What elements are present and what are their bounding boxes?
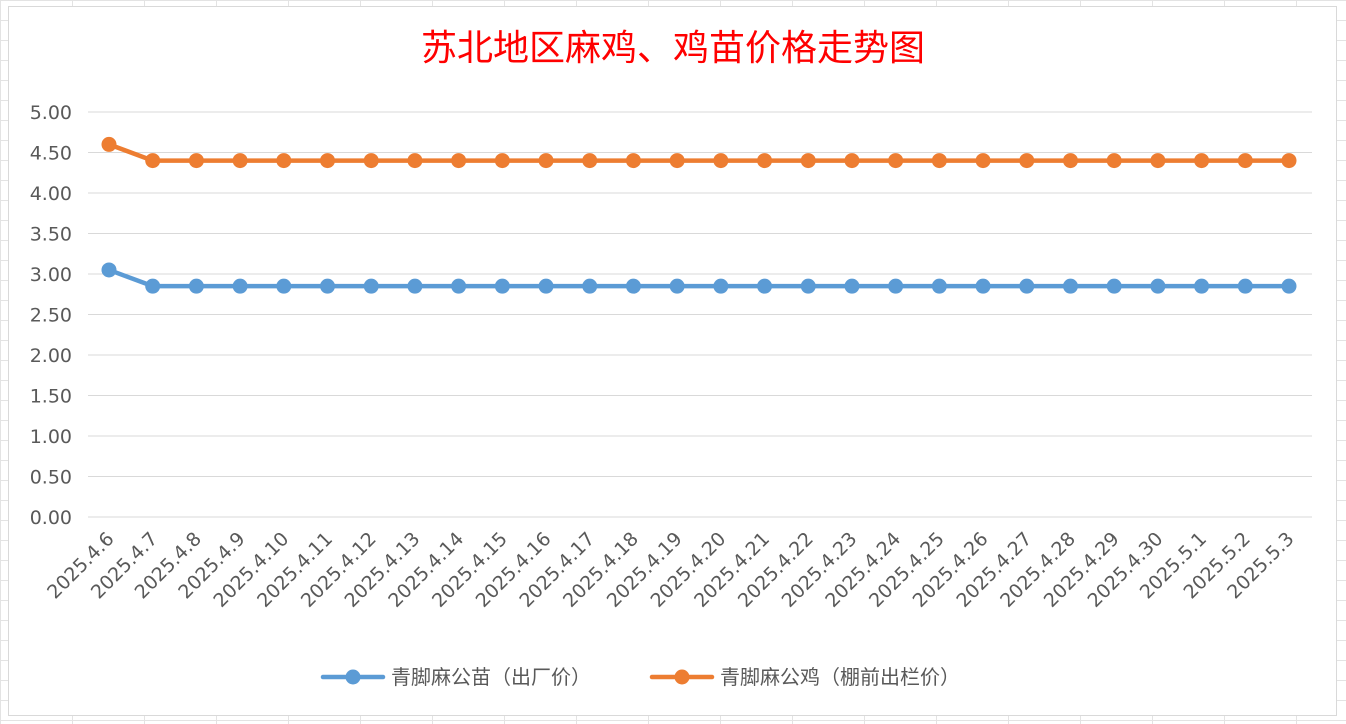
y-tick-label: 3.50: [30, 224, 72, 246]
y-tick-label: 1.50: [30, 386, 72, 408]
data-point: [800, 278, 816, 294]
data-point: [975, 278, 991, 294]
data-point: [1237, 153, 1253, 169]
x-axis: 2025.4.62025.4.72025.4.82025.4.92025.4.1…: [43, 528, 1298, 612]
y-tick-label: 0.00: [30, 507, 72, 529]
data-point: [713, 278, 729, 294]
data-point: [844, 153, 860, 169]
gridlines: [88, 111, 1312, 518]
series-1: [101, 136, 1297, 169]
data-point: [276, 153, 292, 169]
data-point: [888, 153, 904, 169]
legend-item[interactable]: 青脚麻公苗（出厂价）: [320, 665, 591, 689]
data-point: [145, 278, 161, 294]
data-point: [451, 278, 467, 294]
data-point: [669, 278, 685, 294]
data-point: [320, 153, 336, 169]
data-point: [320, 278, 336, 294]
data-point: [538, 153, 554, 169]
series-line: [106, 267, 1292, 289]
data-point: [188, 153, 204, 169]
data-point: [451, 153, 467, 169]
data-point: [363, 153, 379, 169]
data-point: [625, 153, 641, 169]
data-point: [931, 278, 947, 294]
data-point: [1062, 153, 1078, 169]
data-point: [145, 153, 161, 169]
data-point: [1281, 153, 1297, 169]
data-point: [276, 278, 292, 294]
data-point: [931, 153, 947, 169]
legend-label: 青脚麻公鸡（棚前出栏价）: [720, 665, 960, 689]
series-layer: [101, 136, 1297, 294]
data-point: [669, 153, 685, 169]
series-line: [106, 142, 1292, 163]
data-point: [800, 153, 816, 169]
data-point: [625, 278, 641, 294]
data-point: [888, 278, 904, 294]
data-point: [232, 153, 248, 169]
chart-title: 苏北地区麻鸡、鸡苗价格走势图: [421, 28, 925, 69]
y-axis: 0.00 0.50 1.00 1.50 2.00 2.50 3.00 3.50 4.00 4.50…: [30, 102, 72, 529]
legend: 青脚麻公苗（出厂价） 青脚麻公鸡（棚前出栏价）: [320, 665, 960, 689]
data-point: [101, 262, 117, 278]
legend-label: 青脚麻公苗（出厂价）: [391, 665, 591, 689]
data-point: [582, 278, 598, 294]
y-tick-label: 2.00: [30, 345, 72, 367]
data-point: [1019, 278, 1035, 294]
legend-item[interactable]: 青脚麻公鸡（棚前出栏价）: [649, 665, 960, 689]
data-point: [1150, 278, 1166, 294]
data-point: [1281, 278, 1297, 294]
data-point: [1106, 153, 1122, 169]
data-point: [494, 278, 510, 294]
data-point: [538, 278, 554, 294]
data-point: [101, 136, 117, 152]
data-point: [407, 278, 423, 294]
legend-dot-marker: [674, 669, 690, 685]
y-tick-label: 0.50: [30, 467, 72, 489]
data-point: [757, 278, 773, 294]
chart-frame[interactable]: [8, 6, 1337, 716]
data-point: [1019, 153, 1035, 169]
data-point: [407, 153, 423, 169]
data-point: [494, 153, 510, 169]
y-tick-label: 4.00: [30, 183, 72, 205]
data-point: [975, 153, 991, 169]
y-tick-label: 4.50: [30, 143, 72, 165]
y-tick-label: 2.50: [30, 305, 72, 327]
data-point: [1106, 278, 1122, 294]
data-point: [1194, 153, 1210, 169]
legend-dot-marker: [345, 669, 361, 685]
data-point: [232, 278, 248, 294]
data-point: [844, 278, 860, 294]
data-point: [363, 278, 379, 294]
data-point: [1150, 153, 1166, 169]
y-tick-label: 1.00: [30, 426, 72, 448]
data-point: [1237, 278, 1253, 294]
data-point: [1194, 278, 1210, 294]
data-point: [713, 153, 729, 169]
data-point: [1062, 278, 1078, 294]
y-tick-label: 3.00: [30, 264, 72, 286]
data-point: [188, 278, 204, 294]
data-point: [582, 153, 598, 169]
series-0: [101, 262, 1297, 294]
y-tick-label: 5.00: [30, 102, 72, 124]
data-point: [757, 153, 773, 169]
